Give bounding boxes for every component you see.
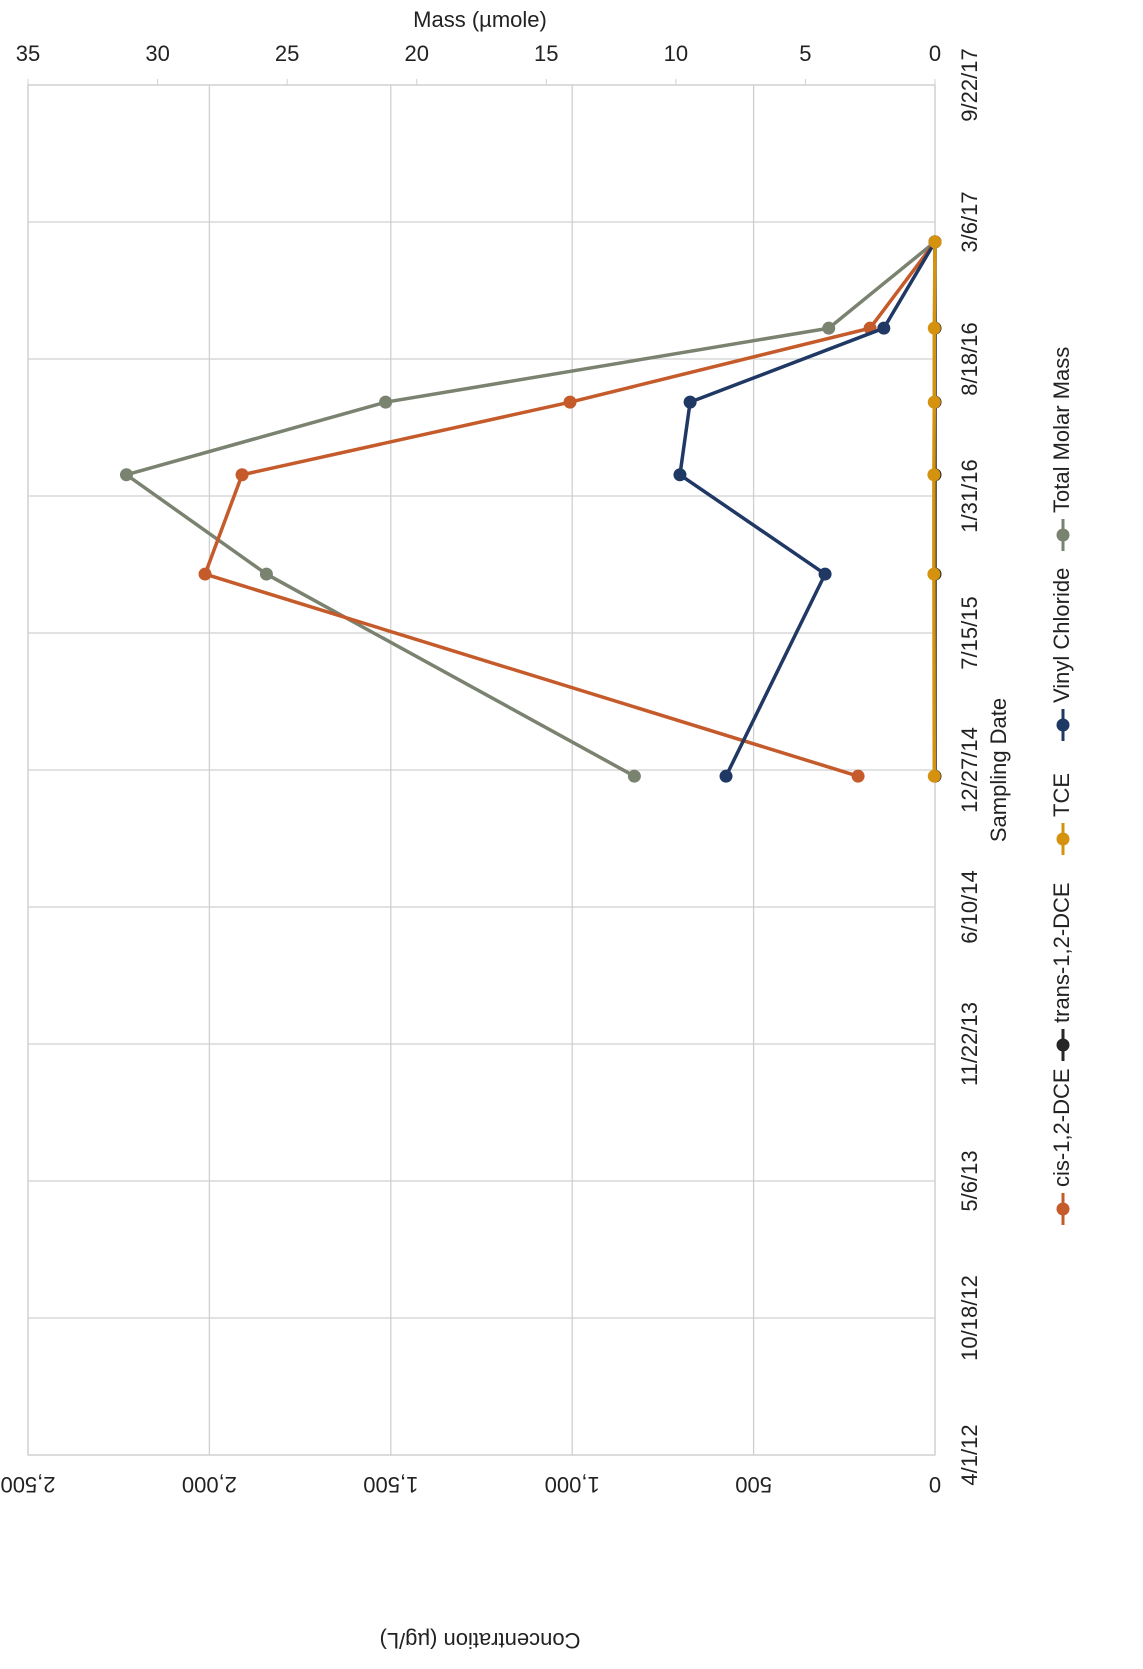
series-point: [927, 468, 941, 482]
legend-marker: [1056, 718, 1070, 732]
series-point: [927, 769, 941, 783]
y-tick-label: 1,500: [363, 1472, 418, 1497]
legend-label: Total Molar Mass: [1049, 347, 1074, 513]
series-point: [259, 567, 273, 581]
rotated-chart: Sampling Date Concentration (µg/L) Mass …: [0, 7, 1073, 1653]
series-line: [122, 240, 937, 778]
y2-tick-label: 25: [275, 41, 299, 66]
x-tick-label: 8/18/16: [957, 322, 982, 395]
y2-tick-label: 35: [16, 41, 40, 66]
x-tick-label: 9/22/17: [957, 48, 982, 121]
x-tick-label: 6/10/14: [957, 870, 982, 943]
series-point: [818, 567, 832, 581]
legend-label: cis-1,2-DCE: [1049, 1068, 1074, 1187]
x-tick-label: 11/22/13: [957, 1002, 982, 1086]
x-tick-label: 12/27/14: [957, 727, 982, 813]
x-tick-label: 4/1/12: [957, 1424, 982, 1485]
y-tick-label: 0: [929, 1472, 941, 1497]
series-line: [202, 240, 937, 778]
y2-axis-label: Mass (µmole): [413, 7, 547, 32]
series-point: [673, 468, 687, 482]
x-tick-label: 5/6/13: [957, 1150, 982, 1211]
series-point: [235, 468, 249, 482]
y2-tick-label: 20: [404, 41, 428, 66]
legend-marker: [1056, 832, 1070, 846]
series-point: [627, 769, 641, 783]
series-point: [927, 395, 941, 409]
series-point: [877, 321, 891, 335]
legend-label: TCE: [1049, 773, 1074, 817]
series-point: [927, 321, 941, 335]
series-point: [927, 567, 941, 581]
legend-marker: [1056, 1038, 1070, 1052]
series-point: [119, 468, 133, 482]
series-line: [678, 240, 937, 777]
series-point: [928, 235, 942, 249]
series-point: [563, 395, 577, 409]
series-point: [379, 395, 393, 409]
x-tick-label: 7/15/15: [957, 596, 982, 669]
y-tick-label: 1,000: [545, 1472, 600, 1497]
legend-label: trans-1,2-DCE: [1049, 882, 1074, 1023]
legend-marker: [1056, 528, 1070, 542]
series-point: [851, 769, 865, 783]
y2-tick-label: 0: [929, 41, 941, 66]
x-axis-label: Sampling Date: [986, 698, 1011, 842]
y-tick-label: 2,000: [182, 1472, 237, 1497]
legend-label: Vinyl Chloride: [1049, 568, 1074, 703]
y-tick-label: 500: [735, 1472, 772, 1497]
series-point: [683, 395, 697, 409]
series-point: [198, 567, 212, 581]
series-point: [719, 769, 733, 783]
y-axis-label: Concentration (µg/L): [380, 1628, 581, 1653]
x-tick-label: 1/31/16: [957, 459, 982, 532]
series-point: [822, 321, 836, 335]
legend-marker: [1056, 1202, 1070, 1216]
x-tick-label: 10/18/12: [957, 1275, 982, 1361]
y-tick-label: 2,500: [0, 1472, 55, 1497]
y2-tick-label: 30: [145, 41, 169, 66]
x-tick-label: 3/6/17: [957, 191, 982, 252]
series-line: [932, 241, 937, 777]
y2-tick-label: 5: [799, 41, 811, 66]
y2-tick-label: 10: [664, 41, 688, 66]
y2-tick-label: 15: [534, 41, 558, 66]
